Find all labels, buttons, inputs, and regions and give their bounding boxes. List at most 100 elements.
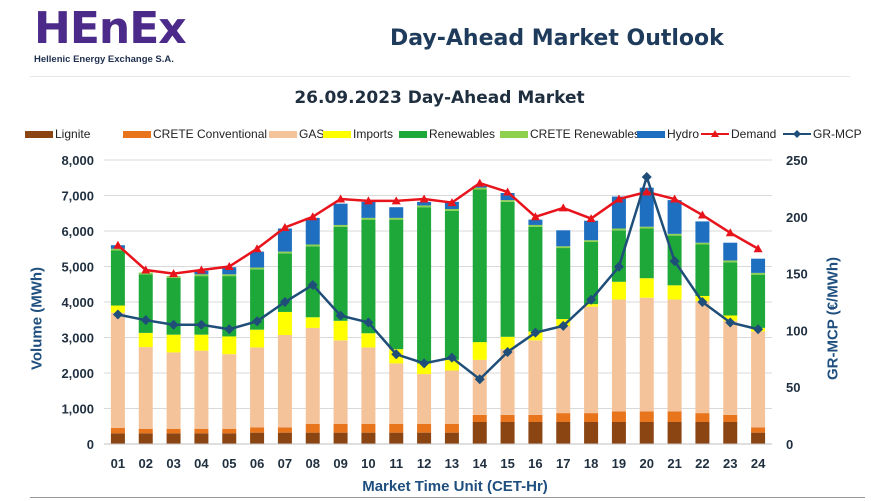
- bar-crete-conventional: [389, 423, 404, 433]
- marker-gr-mcp: [419, 358, 430, 369]
- bar-crete-conventional: [723, 414, 738, 422]
- bar-imports: [305, 317, 320, 328]
- marker-gr-mcp: [753, 324, 764, 335]
- y-tick-label: 7,000: [61, 189, 94, 204]
- bar-gas: [110, 312, 125, 429]
- bar-hydro: [250, 251, 265, 268]
- marker-gr-mcp: [558, 320, 569, 331]
- bar-crete-conventional: [639, 411, 654, 422]
- line-gr-mcp: [117, 172, 759, 381]
- bar-crete-renewables: [361, 217, 376, 220]
- bar-imports: [166, 334, 181, 353]
- bar-renewables: [611, 230, 626, 282]
- bar-lignite: [444, 432, 459, 444]
- x-tick-label: 01: [111, 456, 125, 471]
- marker-demand: [725, 228, 735, 237]
- bar-crete-conventional: [277, 427, 292, 433]
- marker-demand: [642, 187, 652, 196]
- bar-hydro: [695, 221, 710, 243]
- marker-gr-mcp: [335, 310, 346, 321]
- bar-crete-conventional: [611, 411, 626, 422]
- bar-hydro: [333, 203, 348, 225]
- marker-demand: [586, 214, 596, 223]
- bar-hydro: [751, 258, 766, 273]
- bar-hydro: [472, 185, 487, 188]
- x-tick-label: 18: [584, 456, 598, 471]
- legend-swatch: [123, 130, 151, 138]
- y-tick-label: 8,000: [61, 153, 94, 168]
- bar-hydro: [528, 219, 543, 225]
- bar-hydro: [584, 220, 599, 241]
- bar-crete-conventional: [305, 423, 320, 433]
- legend-swatch: [637, 130, 665, 138]
- x-tick-label: 21: [667, 456, 681, 471]
- bar-crete-renewables: [110, 248, 125, 251]
- legend-label: Demand: [731, 127, 777, 141]
- y2-tick-label: 0: [786, 437, 793, 452]
- bar-gas: [500, 349, 515, 415]
- bar-renewables: [500, 201, 515, 337]
- y2-tick-label: 200: [786, 210, 808, 225]
- marker-gr-mcp: [224, 324, 235, 335]
- bar-hydro: [611, 196, 626, 229]
- marker-demand: [224, 262, 234, 270]
- bar-crete-conventional: [138, 428, 153, 434]
- legend-gas: GAS: [269, 127, 324, 141]
- line-demand: [117, 181, 759, 275]
- legend-label: GR-MCP: [813, 127, 862, 141]
- marker-gr-mcp: [613, 261, 624, 272]
- footer-divider: [30, 497, 865, 498]
- bar-lignite: [528, 421, 543, 444]
- y2-axis-label: GR-MCP (€/MWh): [824, 256, 842, 381]
- bar-crete-renewables: [584, 240, 599, 243]
- bar-lignite: [472, 421, 487, 444]
- bar-hydro: [500, 193, 515, 201]
- bar-renewables: [110, 250, 125, 306]
- x-tick-label: 23: [723, 456, 737, 471]
- marker-demand: [419, 194, 429, 203]
- legend-line-mcp-icon: [783, 130, 811, 138]
- legend-label: CRETE Conventional: [153, 127, 268, 141]
- x-tick-label: 11: [389, 456, 403, 471]
- y-tick-label: 6,000: [61, 224, 94, 239]
- bar-renewables: [695, 244, 710, 296]
- marker-demand: [614, 194, 624, 203]
- marker-demand: [113, 240, 123, 249]
- bar-crete-conventional: [250, 427, 265, 433]
- marker-gr-mcp: [168, 319, 179, 330]
- bar-lignite: [723, 421, 738, 444]
- bar-renewables: [584, 242, 599, 305]
- bar-crete-renewables: [695, 242, 710, 245]
- bar-crete-conventional: [361, 423, 376, 433]
- bar-gas: [611, 299, 626, 412]
- legend-imports: Imports: [323, 127, 393, 141]
- marker-gr-mcp: [530, 327, 541, 338]
- marker-gr-mcp: [112, 309, 123, 320]
- bar-crete-conventional: [417, 423, 432, 433]
- marker-demand: [391, 196, 401, 205]
- bar-gas: [138, 347, 153, 429]
- bar-gas: [194, 350, 209, 429]
- bar-hydro: [639, 187, 654, 227]
- legend-swatch: [399, 130, 427, 138]
- marker-gr-mcp: [391, 349, 402, 360]
- bar-imports: [417, 363, 432, 375]
- bar-lignite: [751, 432, 766, 444]
- bar-hydro: [305, 217, 320, 245]
- bar-lignite: [361, 432, 376, 444]
- bar-lignite: [611, 421, 626, 444]
- x-tick-label: 03: [166, 456, 180, 471]
- bar-hydro: [361, 201, 376, 218]
- bar-gas: [333, 340, 348, 424]
- y-tick-label: 0: [87, 437, 94, 452]
- x-tick-label: 08: [306, 456, 320, 471]
- legend-label: Hydro: [667, 127, 700, 141]
- bar-gas: [695, 301, 710, 414]
- logo-text: HEnEx: [34, 3, 187, 54]
- marker-gr-mcp: [697, 297, 708, 307]
- henex-logo: HEnEx Hellenic Energy Exchange S.A.: [34, 4, 194, 68]
- x-tick-label: 06: [250, 456, 264, 471]
- legend-label: CRETE Renewables: [530, 127, 641, 141]
- x-tick-label: 20: [640, 456, 654, 471]
- chart-title: 26.09.2023 Day-Ahead Market: [294, 88, 585, 108]
